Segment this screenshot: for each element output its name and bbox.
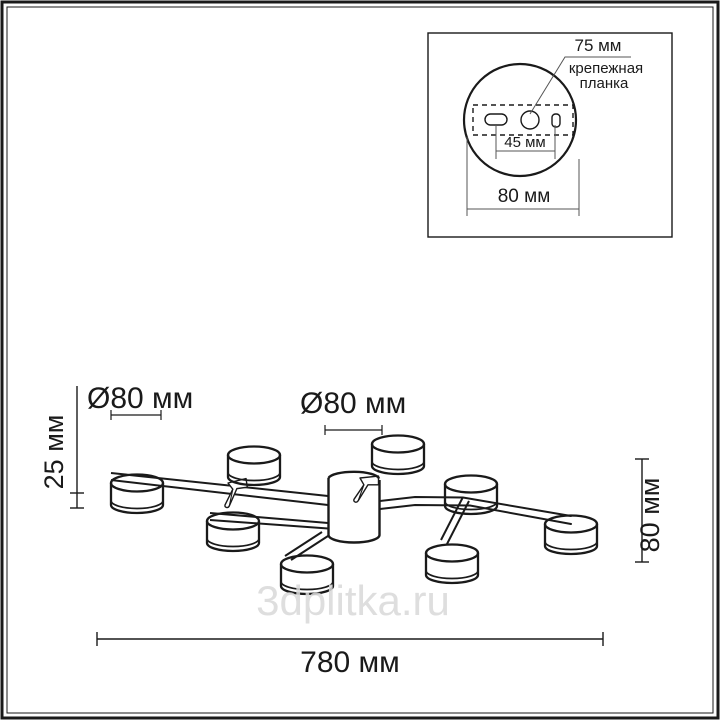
- svg-text:45 мм: 45 мм: [504, 134, 545, 151]
- svg-text:75 мм: 75 мм: [574, 36, 621, 55]
- svg-text:3dplitka.ru: 3dplitka.ru: [256, 577, 450, 624]
- svg-text:25 мм: 25 мм: [39, 415, 69, 490]
- svg-text:780 мм: 780 мм: [300, 646, 400, 679]
- svg-text:80 мм: 80 мм: [635, 478, 665, 553]
- svg-text:планка: планка: [580, 75, 629, 92]
- svg-text:80 мм: 80 мм: [498, 186, 551, 207]
- svg-text:Ø80 мм: Ø80 мм: [87, 382, 193, 415]
- svg-text:Ø80 мм: Ø80 мм: [300, 387, 406, 420]
